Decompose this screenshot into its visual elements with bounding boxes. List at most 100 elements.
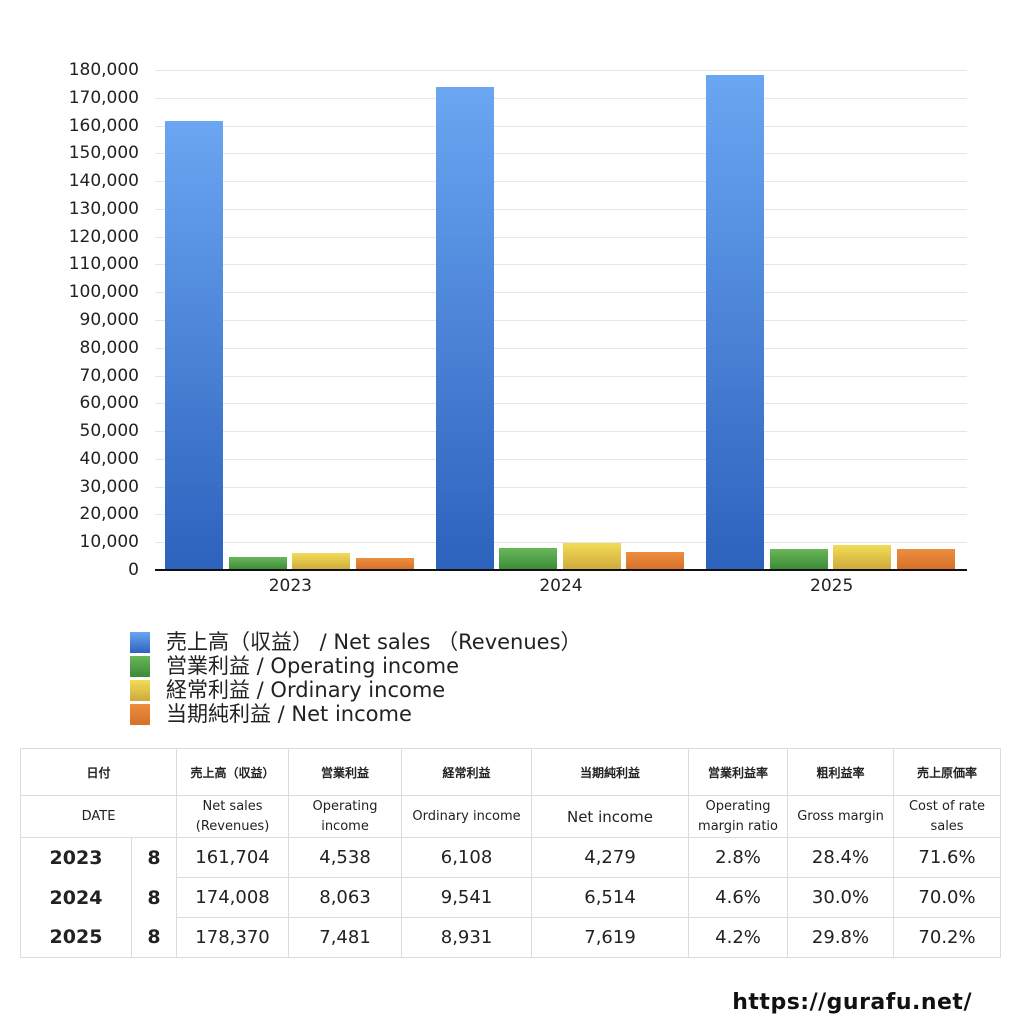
header-net-income-jp: 当期純利益	[531, 748, 690, 796]
y-tick-label: 100,000	[68, 282, 139, 303]
site-url[interactable]: https://gurafu.net/	[732, 990, 972, 1015]
legend-swatch-net-sales	[130, 631, 150, 653]
header-cost-rate-jp: 売上原価率	[893, 748, 1002, 796]
gridline	[155, 236, 967, 238]
y-tick-label: 140,000	[68, 171, 139, 192]
table-header-jp: 日付 売上高（収益） 営業利益 経常利益 当期純利益 営業利益率 粗利益率 売上…	[19, 748, 1002, 796]
chart-legend: 売上高（収益） / Net sales （Revenues） 営業利益 / Op…	[130, 630, 582, 726]
bar-net-sales-2023	[165, 120, 223, 570]
gridline	[155, 292, 967, 294]
legend-label: 売上高（収益） / Net sales （Revenues）	[166, 630, 582, 654]
cell-month: 8	[130, 877, 178, 918]
gridline	[155, 70, 967, 71]
gridline	[155, 458, 967, 460]
header-operating-margin-en: Operating margin ratio	[688, 795, 789, 838]
cell-operating-margin: 4.2%	[688, 917, 789, 958]
legend-swatch-net-income	[130, 703, 150, 725]
cell-month: 8	[130, 917, 178, 958]
bar-operating-income-2025	[769, 549, 828, 570]
cell-gross-margin: 29.8%	[787, 917, 895, 958]
cell-net-sales: 178,370	[176, 917, 290, 958]
header-operating-income-jp: 営業利益	[288, 748, 403, 796]
gridline	[155, 125, 967, 127]
table-header-en: DATE Net sales (Revenues) Operating inco…	[19, 795, 1002, 838]
gridline	[155, 153, 967, 155]
header-net-income-en: Net income	[531, 795, 690, 838]
y-tick-label: 70,000	[79, 365, 139, 386]
cell-cost-rate: 71.6%	[893, 837, 1002, 878]
bar-ordinary-income-2023	[292, 553, 350, 570]
cell-operating-margin: 2.8%	[688, 837, 789, 878]
gridline	[155, 403, 967, 405]
gridline	[155, 486, 967, 488]
y-tick-label: 10,000	[79, 532, 139, 553]
bar-ordinary-income-2024	[562, 543, 621, 570]
cell-year: 2025	[20, 917, 132, 958]
cell-gross-margin: 28.4%	[787, 837, 895, 878]
y-tick-label: 50,000	[79, 421, 139, 442]
header-gross-margin-jp: 粗利益率	[787, 748, 895, 796]
y-tick-label: 40,000	[79, 448, 139, 469]
table-row: 2025 8 178,370 7,481 8,931 7,619 4.2% 29…	[20, 917, 1002, 958]
bar-net-income-2024	[626, 551, 685, 570]
y-tick-label: 20,000	[79, 504, 139, 525]
cell-cost-rate: 70.2%	[893, 917, 1002, 958]
cell-ordinary-income: 8,931	[401, 917, 533, 958]
y-tick-label: 160,000	[68, 115, 139, 136]
bar-operating-income-2024	[499, 547, 558, 570]
gridline	[155, 97, 967, 99]
legend-item-operating-income: 営業利益 / Operating income	[130, 654, 582, 678]
cell-year: 2024	[20, 877, 132, 918]
x-tick-label: 2024	[539, 576, 583, 596]
legend-item-net-income: 当期純利益 / Net income	[130, 702, 582, 726]
legend-item-ordinary-income: 経常利益 / Ordinary income	[130, 678, 582, 702]
header-net-sales-jp: 売上高（収益）	[176, 748, 290, 796]
y-tick-label: 30,000	[79, 476, 139, 497]
y-tick-label: 80,000	[79, 337, 139, 358]
x-tick-label: 2025	[810, 576, 854, 596]
cell-net-income: 7,619	[531, 917, 690, 958]
legend-label: 当期純利益 / Net income	[166, 702, 412, 726]
cell-year: 2023	[20, 837, 132, 878]
y-tick-label: 110,000	[68, 254, 139, 275]
table-row: 2023 8 161,704 4,538 6,108 4,279 2.8% 28…	[20, 837, 1002, 878]
header-ordinary-income-en: Ordinary income	[401, 795, 533, 838]
cell-net-income: 6,514	[531, 877, 690, 918]
header-gross-margin-en: Gross margin	[787, 795, 895, 838]
gridline	[155, 347, 967, 349]
y-tick-label: 170,000	[68, 87, 139, 108]
gridline	[155, 320, 967, 321]
cell-operating-income: 7,481	[288, 917, 403, 958]
header-net-sales-en: Net sales (Revenues)	[176, 795, 290, 838]
cell-net-sales: 174,008	[176, 877, 290, 918]
legend-item-net-sales: 売上高（収益） / Net sales （Revenues）	[130, 630, 582, 654]
cell-month: 8	[130, 837, 178, 878]
header-operating-income-en: Operating income	[288, 795, 403, 838]
legend-label: 営業利益 / Operating income	[166, 654, 460, 678]
gridline	[155, 264, 967, 266]
gridline	[155, 181, 967, 183]
legend-label: 経常利益 / Ordinary income	[166, 678, 446, 702]
cell-cost-rate: 70.0%	[893, 877, 1002, 918]
cell-net-sales: 161,704	[176, 837, 290, 878]
y-tick-label: 180,000	[68, 60, 139, 80]
y-tick-label: 130,000	[68, 198, 139, 219]
gridline	[155, 514, 967, 516]
header-cost-rate-en: Cost of rate sales	[893, 795, 1002, 838]
cell-operating-income: 4,538	[288, 837, 403, 878]
y-tick-label: 120,000	[68, 226, 139, 247]
y-tick-label: 0	[128, 560, 139, 580]
cell-ordinary-income: 6,108	[401, 837, 533, 878]
table-row: 2024 8 174,008 8,063 9,541 6,514 4.6% 30…	[20, 877, 1002, 918]
cell-operating-margin: 4.6%	[688, 877, 789, 918]
legend-swatch-operating-income	[130, 655, 150, 677]
gridline	[155, 431, 967, 433]
bar-chart: 0 10,000 20,000 30,000 40,000 50,000 60,000 70,…	[68, 60, 967, 596]
bar-net-sales-2024	[435, 86, 494, 570]
cell-ordinary-income: 9,541	[401, 877, 533, 918]
gridline	[155, 375, 967, 377]
y-tick-label: 150,000	[68, 143, 139, 164]
bar-operating-income-2023	[228, 557, 287, 570]
legend-swatch-ordinary-income	[130, 679, 150, 701]
header-date-en: DATE	[19, 795, 178, 838]
